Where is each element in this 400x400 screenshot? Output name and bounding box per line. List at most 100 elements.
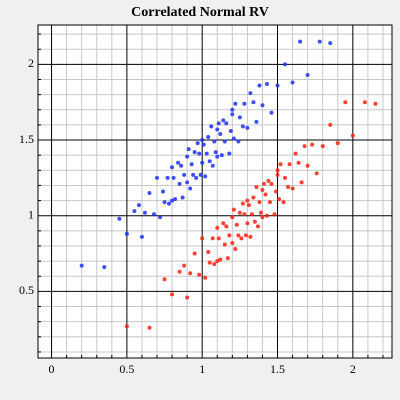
- point: [272, 212, 277, 217]
- point: [260, 103, 265, 108]
- point: [260, 215, 265, 220]
- point: [170, 165, 175, 170]
- point: [124, 231, 129, 236]
- point: [224, 224, 229, 229]
- point: [132, 209, 137, 214]
- plot-frame: [37, 24, 393, 359]
- point: [275, 83, 280, 88]
- point: [314, 171, 319, 176]
- point: [283, 175, 288, 180]
- point: [170, 292, 175, 297]
- point: [212, 262, 217, 267]
- point: [245, 198, 250, 203]
- point: [296, 160, 301, 165]
- point: [228, 128, 233, 133]
- point: [158, 215, 163, 220]
- point: [328, 122, 333, 127]
- point: [298, 39, 303, 44]
- point: [197, 272, 202, 277]
- point: [192, 251, 197, 256]
- point: [207, 159, 212, 164]
- x-tick-label: 1: [199, 362, 205, 376]
- point: [142, 210, 147, 215]
- point: [209, 124, 214, 129]
- point: [173, 197, 178, 202]
- point: [248, 234, 253, 239]
- point: [219, 153, 224, 158]
- point: [177, 269, 182, 274]
- point: [305, 72, 310, 77]
- point: [124, 324, 129, 329]
- point: [203, 174, 208, 179]
- point: [269, 181, 274, 186]
- point: [186, 147, 191, 152]
- point: [246, 203, 251, 208]
- point: [188, 186, 193, 191]
- point: [215, 127, 220, 132]
- point: [242, 212, 247, 217]
- point: [179, 163, 184, 168]
- plot-area: [38, 25, 392, 358]
- point: [194, 175, 199, 180]
- point: [198, 172, 203, 177]
- y-tick-label: 2: [28, 56, 34, 70]
- point: [264, 213, 269, 218]
- grid: [38, 25, 392, 358]
- point: [180, 195, 185, 200]
- point: [310, 142, 315, 147]
- point: [290, 186, 295, 191]
- point: [136, 203, 141, 208]
- point: [222, 139, 227, 144]
- point: [230, 215, 235, 220]
- point: [287, 162, 292, 167]
- point: [290, 80, 295, 85]
- point: [206, 135, 211, 140]
- point: [218, 131, 223, 136]
- point: [260, 187, 265, 192]
- point: [266, 178, 271, 183]
- point: [267, 200, 272, 205]
- point: [243, 233, 248, 238]
- point: [274, 189, 279, 194]
- point: [269, 110, 274, 115]
- point: [170, 198, 175, 203]
- point: [227, 151, 232, 156]
- x-tick-label: 0: [49, 362, 55, 376]
- point: [224, 121, 229, 126]
- point: [216, 121, 221, 126]
- point: [212, 139, 217, 144]
- point: [231, 136, 236, 141]
- point: [302, 144, 307, 149]
- point: [188, 271, 193, 276]
- point: [230, 107, 235, 112]
- point: [251, 195, 256, 200]
- point: [185, 295, 190, 300]
- point: [189, 162, 194, 167]
- point: [283, 62, 288, 67]
- point: [191, 172, 196, 177]
- point: [185, 154, 190, 159]
- point: [242, 101, 247, 106]
- point: [230, 240, 235, 245]
- chart-title: Correlated Normal RV: [131, 5, 269, 20]
- point: [215, 225, 220, 230]
- point: [185, 180, 190, 185]
- point: [255, 224, 260, 229]
- point: [210, 236, 215, 241]
- point: [215, 259, 220, 264]
- point: [234, 222, 239, 227]
- point: [203, 275, 208, 280]
- point: [200, 236, 205, 241]
- point: [221, 221, 226, 226]
- point: [147, 191, 152, 196]
- point: [192, 150, 197, 155]
- point: [102, 265, 107, 270]
- point: [328, 41, 333, 46]
- point: [320, 144, 325, 149]
- point: [155, 175, 160, 180]
- point: [161, 189, 166, 194]
- point: [258, 210, 263, 215]
- point: [299, 180, 304, 185]
